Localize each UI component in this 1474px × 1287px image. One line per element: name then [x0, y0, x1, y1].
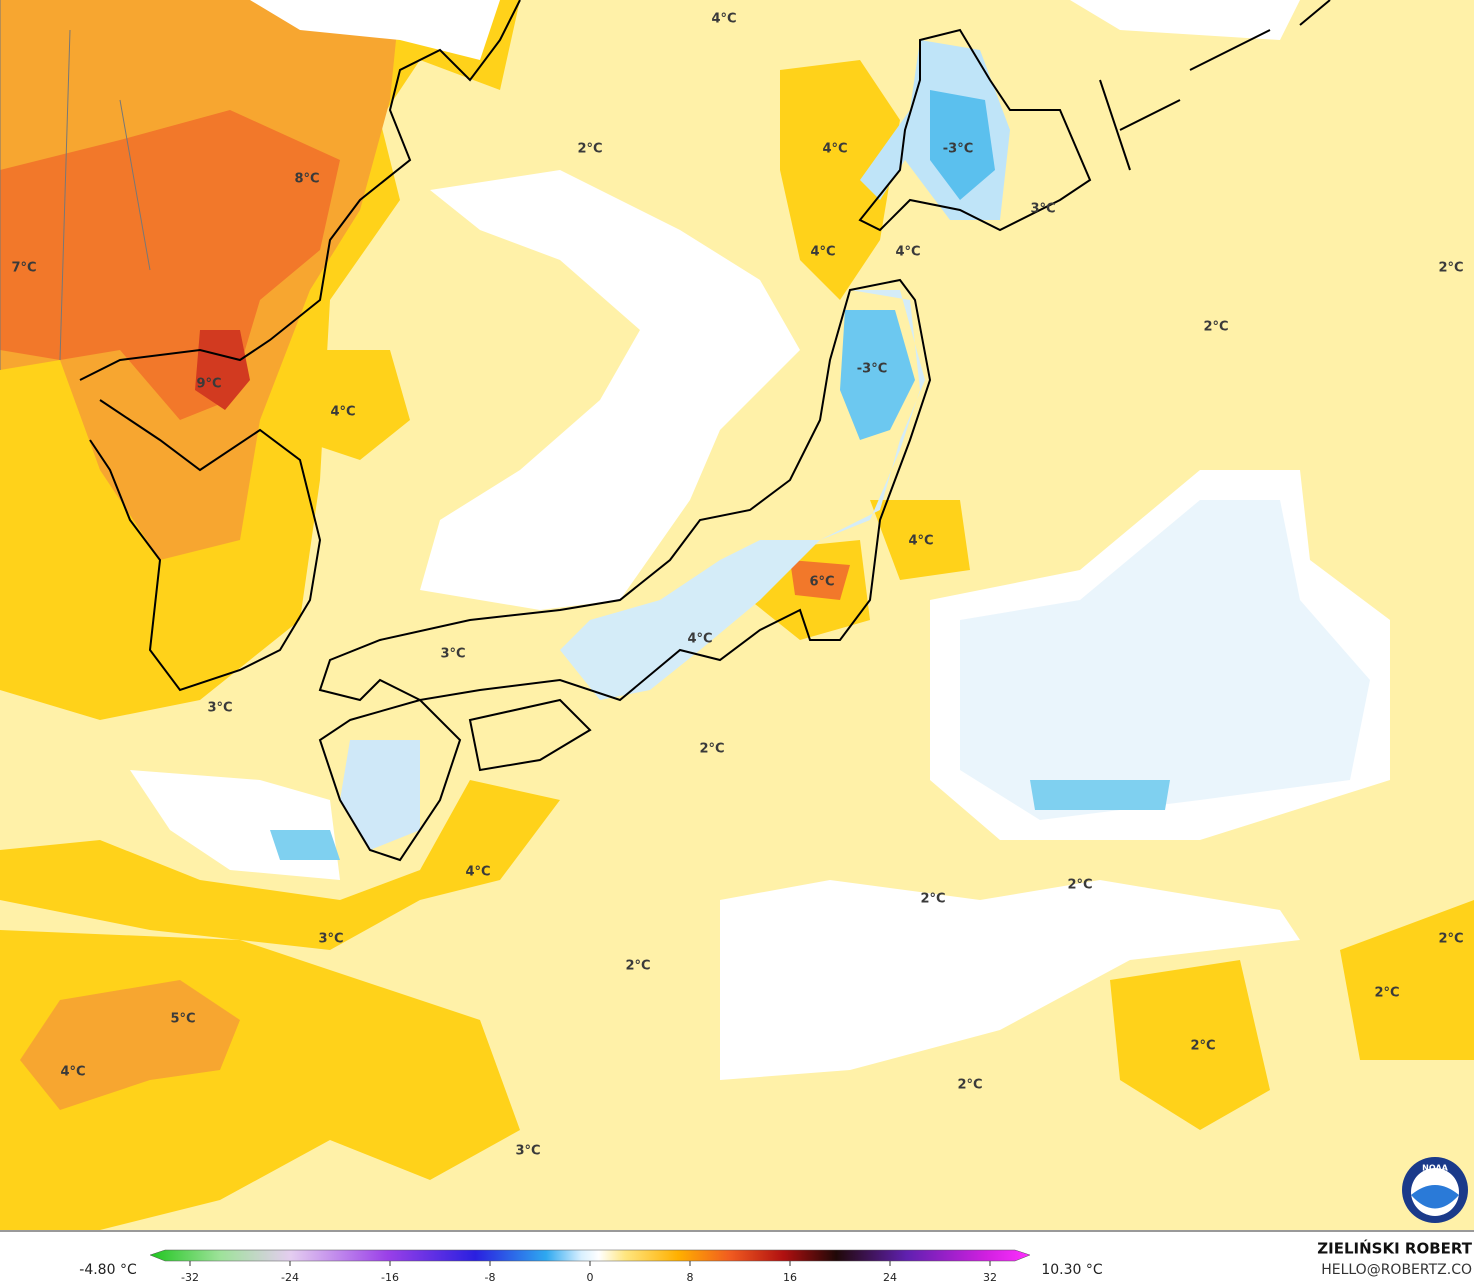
- map-label: 2°C: [577, 142, 602, 157]
- warm-area: [195, 330, 250, 410]
- colorbar-tick-label: 8: [687, 1271, 694, 1284]
- map-label: 4°C: [711, 12, 736, 27]
- map-label: 5°C: [170, 1012, 195, 1027]
- colorbar-tick-label: 0: [587, 1271, 594, 1284]
- cool-area: [840, 310, 915, 440]
- coastline: [318, 28, 1092, 862]
- map-label: 3°C: [318, 932, 343, 947]
- label-layer: 4°C 2°C 4°C -3°C 8°C 3°C 4°C 4°C 7°C 2°C 2°C -3°C 9°…: [11, 12, 1463, 1159]
- map-label: -3°C: [857, 362, 887, 377]
- map-label: 3°C: [515, 1144, 540, 1159]
- map-label: 3°C: [1030, 202, 1055, 217]
- noaa-logo: NOAA: [1402, 1157, 1468, 1223]
- map-label: 2°C: [920, 892, 945, 907]
- map-label: 4°C: [895, 245, 920, 260]
- map-label: 3°C: [207, 701, 232, 716]
- map-label: 7°C: [11, 261, 36, 276]
- coastline: [1099, 0, 1331, 171]
- cool-area: [960, 500, 1370, 820]
- map-label: 2°C: [625, 959, 650, 974]
- map-label: 4°C: [465, 865, 490, 880]
- map-label: 2°C: [1374, 986, 1399, 1001]
- map-label: 4°C: [60, 1065, 85, 1080]
- map-label: 4°C: [810, 245, 835, 260]
- logo-wave: [1411, 1185, 1459, 1209]
- map-label: 2°C: [957, 1078, 982, 1093]
- legend-max: 10.30 °C: [1041, 1262, 1103, 1278]
- coastline: [79, 0, 521, 692]
- neutral-area: [720, 880, 1300, 1080]
- map-label: 2°C: [1438, 261, 1463, 276]
- map-label: 4°C: [822, 142, 847, 157]
- map-label: 2°C: [1190, 1039, 1215, 1054]
- cool-area: [270, 780, 1170, 860]
- warm-area: [780, 60, 900, 300]
- author: ZIELIŃSKI ROBERT: [1317, 1239, 1472, 1258]
- map-label: 4°C: [687, 632, 712, 647]
- logo-text: NOAA: [1422, 1164, 1448, 1173]
- map-label: 4°C: [908, 534, 933, 549]
- neutral-area: [420, 170, 800, 610]
- warm-area: [750, 500, 970, 640]
- colorbar-tick-label: -8: [485, 1271, 496, 1284]
- colorbar-tick-label: -32: [181, 1271, 199, 1284]
- cool-area: [340, 740, 420, 850]
- map-label: 9°C: [196, 377, 221, 392]
- colorbar-ramp: [149, 1249, 1031, 1262]
- warm-area: [20, 980, 240, 1110]
- map-area: [0, 0, 1474, 1230]
- map-label: 2°C: [699, 742, 724, 757]
- contact: HELLO@ROBERTZ.CO: [1321, 1262, 1472, 1278]
- legend-min: -4.80 °C: [79, 1262, 137, 1278]
- map-label: 2°C: [1203, 320, 1228, 335]
- neutral-area: [250, 0, 1300, 60]
- colorbar-tick-label: -24: [281, 1271, 299, 1284]
- colorbar: -4.80 °C 10.30 °C ZIELIŃSKI ROBERT HELLO…: [0, 1230, 1474, 1287]
- map-label: 8°C: [294, 172, 319, 187]
- map-label: 2°C: [1067, 878, 1092, 893]
- cool-area: [930, 90, 995, 200]
- cool-area: [560, 290, 925, 700]
- map-label: 4°C: [330, 405, 355, 420]
- border: [0, 0, 151, 370]
- map-label: -3°C: [943, 142, 973, 157]
- map-label: 6°C: [809, 575, 834, 590]
- colorbar-tick-label: 32: [983, 1271, 997, 1284]
- map-label: 3°C: [440, 647, 465, 662]
- map-label: 2°C: [1438, 932, 1463, 947]
- colorbar-tick-label: 24: [883, 1271, 897, 1284]
- warm-area: [0, 110, 340, 420]
- warm-area: [790, 560, 850, 600]
- colorbar-tick-label: -16: [381, 1271, 399, 1284]
- warm-area: [0, 780, 560, 950]
- colorbar-tick-label: 16: [783, 1271, 797, 1284]
